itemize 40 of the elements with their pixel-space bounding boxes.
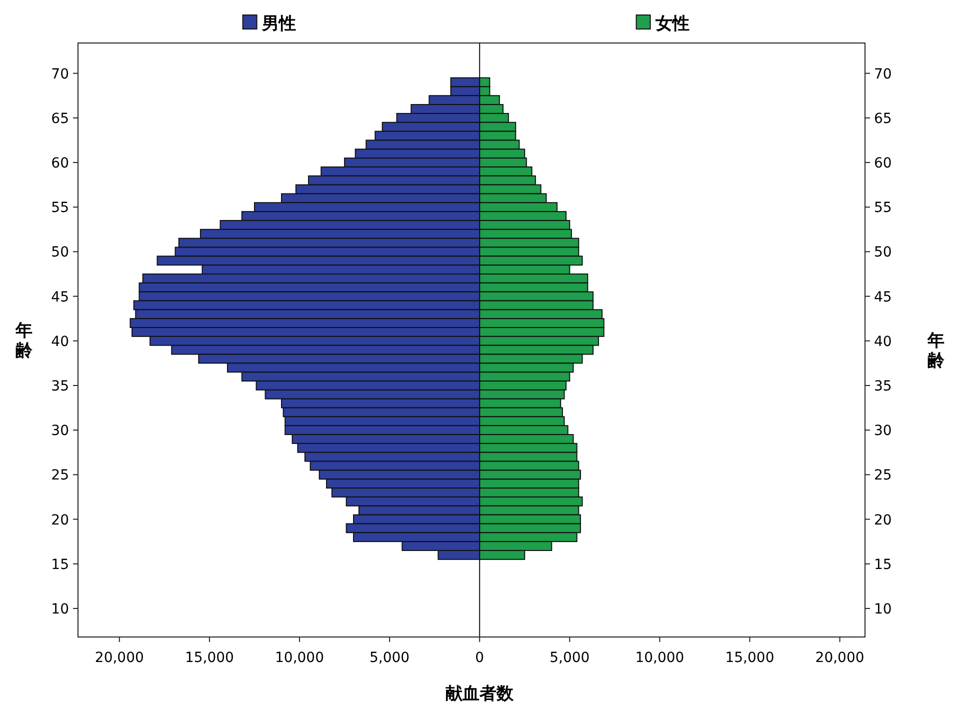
y2-tick-label: 40	[874, 334, 892, 350]
y-tick-label: 65	[51, 110, 69, 127]
x-tick-label: 0	[475, 650, 484, 666]
y-tick-label: 25	[51, 468, 69, 484]
y-tick-label: 50	[51, 244, 69, 261]
y-tick-label: 60	[51, 156, 69, 172]
x-tick-label: 5,000	[370, 650, 410, 666]
y2-tick-label: 50	[874, 244, 892, 261]
y-tick-label: 45	[51, 289, 69, 306]
legend-label: 男性	[260, 14, 296, 34]
x-tick-label: 15,000	[725, 650, 774, 666]
x-tick-label: 5,000	[550, 650, 590, 666]
x-tick-label: 10,000	[275, 650, 324, 666]
y2-tick-label: 45	[874, 289, 892, 306]
y2-tick-label: 35	[874, 378, 892, 394]
x-tick-label: 15,000	[184, 650, 234, 666]
y-tick-label: 40	[51, 334, 69, 350]
x-axis-title: 献血者数	[446, 684, 515, 704]
y-tick-label: 70	[51, 66, 69, 82]
y-axis-title: 年齢	[14, 321, 34, 361]
y-tick-label: 20	[51, 512, 69, 528]
y2-tick-label: 65	[874, 110, 892, 127]
legend-label: 女性	[654, 14, 690, 34]
y2-tick-label: 25	[874, 468, 892, 484]
y2-axis-title: 年齢	[926, 331, 946, 371]
x-tick-label: 20,000	[815, 650, 864, 666]
y-tick-label: 30	[51, 423, 69, 440]
y-tick-label: 15	[51, 556, 69, 573]
y2-tick-label: 10	[874, 601, 892, 618]
y-tick-label: 10	[51, 601, 69, 618]
y2-tick-label: 30	[874, 423, 892, 440]
y-tick-label: 55	[51, 200, 69, 216]
y2-tick-label: 55	[874, 200, 892, 216]
y2-tick-label: 20	[874, 512, 892, 528]
y2-tick-label: 70	[874, 66, 892, 82]
x-tick-label: 20,000	[94, 650, 144, 666]
y-tick-label: 35	[51, 378, 69, 394]
y2-tick-label: 60	[874, 156, 892, 172]
x-tick-label: 10,000	[635, 650, 684, 666]
y2-tick-label: 15	[874, 556, 892, 573]
